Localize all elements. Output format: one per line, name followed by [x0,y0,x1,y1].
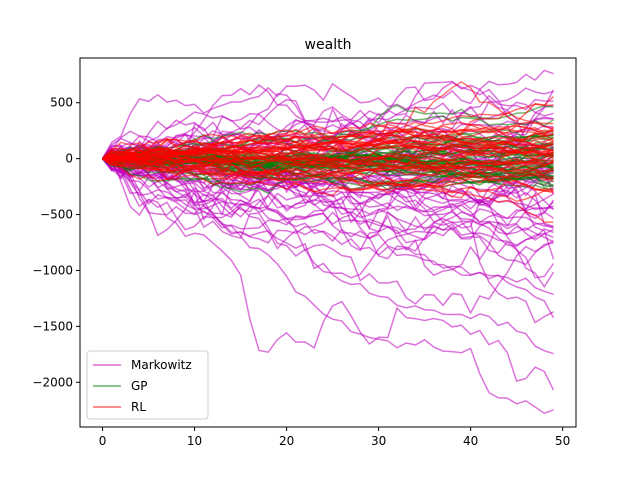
legend: Markowitz GP RL [86,350,209,420]
series-line-rl [102,137,554,160]
series-line-markowitz [102,156,554,279]
legend-label-gp: GP [131,379,148,393]
x-tick-label: 0 [99,434,107,448]
series-line-rl [102,157,554,194]
y-tick-label: −1500 [32,319,73,333]
y-tick-label: −500 [40,208,73,222]
legend-label-rl: RL [131,400,146,414]
series-line-markowitz [101,146,555,391]
series-line-rl [102,123,554,160]
y-tick-label: 500 [50,96,73,110]
plot-lines [101,69,555,415]
series-line-rl [102,125,554,167]
series-line-markowitz [101,69,554,159]
series-line-markowitz [101,81,554,171]
series-line-markowitz [102,157,554,240]
series-line-markowitz [102,157,554,415]
series-line-rl [102,121,554,162]
series-line-rl [102,155,554,197]
x-tick-label: 40 [463,434,478,448]
series-line-rl [102,151,554,189]
y-axis: 500 0 −500 −1000 −1500 −2000 [32,96,80,389]
y-tick-label: 0 [65,152,73,166]
y-tick-label: −1000 [32,263,73,277]
x-tick-label: 50 [555,434,570,448]
series-line-rl [102,155,554,181]
series-line-markowitz [101,158,555,279]
x-axis: 0 10 20 30 40 50 [99,427,570,448]
plot-frame [79,57,577,428]
chart-title: wealth [305,37,352,53]
series-line-markowitz [101,158,554,219]
legend-label-markowitz: Markowitz [131,358,192,372]
y-tick-label: −2000 [32,375,73,389]
series-line-rl [102,132,554,160]
x-tick-label: 30 [371,434,386,448]
series-line-rl [102,127,554,160]
series-line-rl [102,148,554,183]
legend-box [86,350,209,420]
series-line-rl [102,148,554,178]
x-tick-label: 20 [279,434,294,448]
series-line-markowitz [102,119,554,171]
series-line-rl [102,157,554,193]
x-tick-label: 10 [187,434,202,448]
